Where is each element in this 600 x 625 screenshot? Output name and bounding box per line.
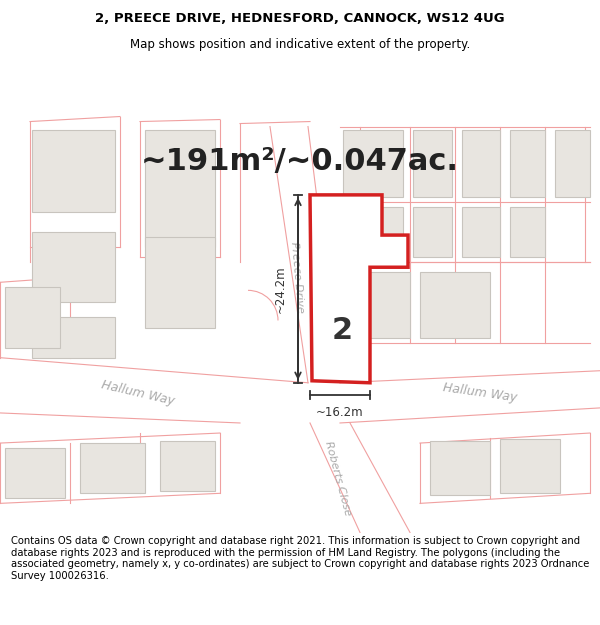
Polygon shape: [310, 195, 408, 382]
Polygon shape: [160, 441, 215, 491]
Polygon shape: [145, 129, 215, 247]
Polygon shape: [510, 129, 545, 197]
Text: 2: 2: [331, 316, 353, 345]
Polygon shape: [80, 443, 145, 493]
Text: 2, PREECE DRIVE, HEDNESFORD, CANNOCK, WS12 4UG: 2, PREECE DRIVE, HEDNESFORD, CANNOCK, WS…: [95, 12, 505, 25]
Polygon shape: [510, 207, 545, 257]
Text: ~16.2m: ~16.2m: [316, 406, 364, 419]
Text: Preece Drive: Preece Drive: [289, 241, 305, 313]
Text: Roberts Close: Roberts Close: [323, 440, 353, 517]
Polygon shape: [555, 129, 590, 197]
Polygon shape: [413, 207, 452, 257]
Text: Map shows position and indicative extent of the property.: Map shows position and indicative extent…: [130, 38, 470, 51]
Polygon shape: [343, 272, 410, 338]
Polygon shape: [343, 207, 403, 257]
Polygon shape: [32, 129, 115, 212]
Polygon shape: [32, 318, 115, 357]
Text: Contains OS data © Crown copyright and database right 2021. This information is : Contains OS data © Crown copyright and d…: [11, 536, 589, 581]
Polygon shape: [462, 207, 500, 257]
Polygon shape: [32, 232, 115, 302]
Polygon shape: [430, 441, 490, 496]
Text: Hallum Way: Hallum Way: [442, 381, 518, 404]
Polygon shape: [5, 448, 65, 498]
Text: ~24.2m: ~24.2m: [274, 265, 287, 312]
Text: Hallum Way: Hallum Way: [100, 378, 176, 408]
Polygon shape: [420, 272, 490, 338]
Polygon shape: [462, 129, 500, 197]
Text: ~191m²/~0.047ac.: ~191m²/~0.047ac.: [141, 148, 459, 176]
Polygon shape: [5, 288, 60, 348]
Polygon shape: [343, 129, 403, 197]
Polygon shape: [500, 439, 560, 493]
Polygon shape: [413, 129, 452, 197]
Polygon shape: [145, 237, 215, 328]
